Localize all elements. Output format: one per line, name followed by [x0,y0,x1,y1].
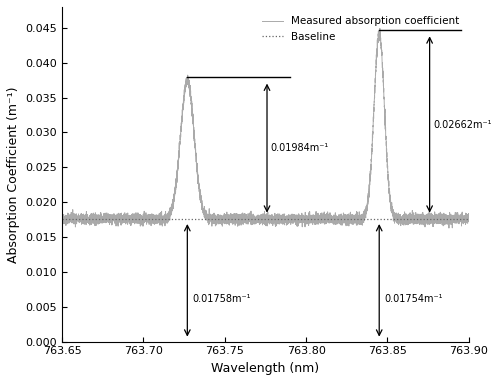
Measured absorption coefficient [80,217,86,221]
Measured absorption coefficient [446,226,452,230]
Measured absorption coefficient [466,212,471,216]
Line: Measured absorption coefficient: Measured absorption coefficient [62,28,468,228]
Text: 0.01758m⁻¹: 0.01758m⁻¹ [192,294,250,304]
Text: 0.01754m⁻¹: 0.01754m⁻¹ [384,294,442,304]
Measured absorption coefficient [206,221,212,226]
Legend: Measured absorption coefficient, Baseline: Measured absorption coefficient, Baselin… [258,12,464,46]
Measured absorption coefficient [360,217,366,222]
Measured absorption coefficient [300,215,306,220]
Text: 0.01984m⁻¹: 0.01984m⁻¹ [270,143,328,153]
X-axis label: Wavelength (nm): Wavelength (nm) [212,362,320,375]
Measured absorption coefficient [318,217,324,221]
Measured absorption coefficient [382,127,388,131]
Measured absorption coefficient [377,26,383,31]
Text: 0.02662m⁻¹: 0.02662m⁻¹ [433,120,492,129]
Y-axis label: Absorption Coefficient (m⁻¹): Absorption Coefficient (m⁻¹) [7,86,20,262]
Measured absorption coefficient [59,215,65,220]
